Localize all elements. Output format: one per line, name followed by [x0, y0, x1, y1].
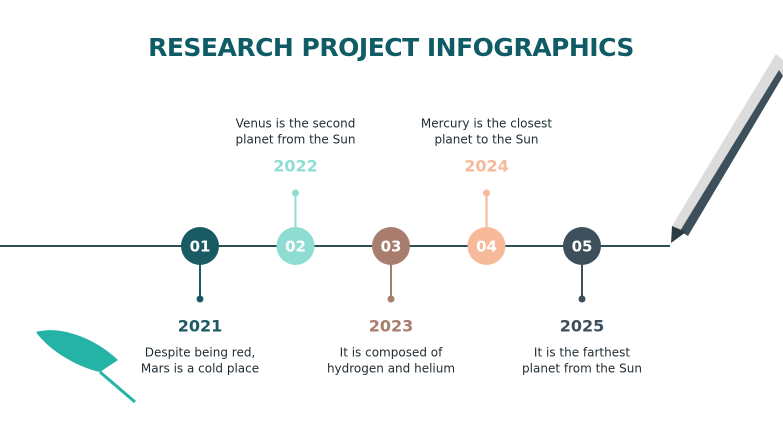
stem-dot	[483, 189, 490, 197]
step-number: 01	[190, 238, 211, 256]
description: Mercury is the closest	[421, 117, 553, 131]
description: It is composed of	[340, 346, 443, 360]
step-number: 03	[381, 238, 402, 256]
title: RESEARCH PROJECT INFOGRAPHICS	[148, 33, 634, 62]
step-circle	[563, 227, 601, 265]
step-number: 02	[285, 238, 306, 256]
step-number: 04	[476, 238, 497, 256]
step-circle	[181, 227, 219, 265]
year: 2023	[369, 317, 414, 336]
description: Venus is the second	[236, 117, 356, 131]
year: 2024	[464, 157, 509, 176]
stem-dot	[387, 295, 395, 303]
step-number: 05	[572, 238, 593, 256]
year: 2025	[560, 317, 605, 336]
description: Despite being red,	[145, 346, 256, 360]
leaf-decoration	[36, 330, 136, 404]
description: Mars is a cold place	[141, 362, 259, 376]
step-circle	[467, 227, 506, 265]
year: 2021	[178, 317, 223, 336]
stem-dot	[578, 295, 586, 303]
pencil	[671, 54, 783, 243]
stem-dot	[196, 295, 204, 303]
description: hydrogen and helium	[327, 362, 455, 376]
step-circle	[276, 227, 315, 265]
description: It is the farthest	[534, 346, 630, 360]
description: planet from the Sun	[522, 362, 642, 376]
description: planet from the Sun	[236, 133, 356, 147]
step-circle	[372, 227, 410, 265]
year: 2022	[273, 157, 318, 176]
description: planet to the Sun	[434, 133, 538, 147]
timeline-items: 01 2021 Despite being red, Mars is a cold p…	[141, 117, 642, 376]
stem-dot	[292, 189, 299, 197]
